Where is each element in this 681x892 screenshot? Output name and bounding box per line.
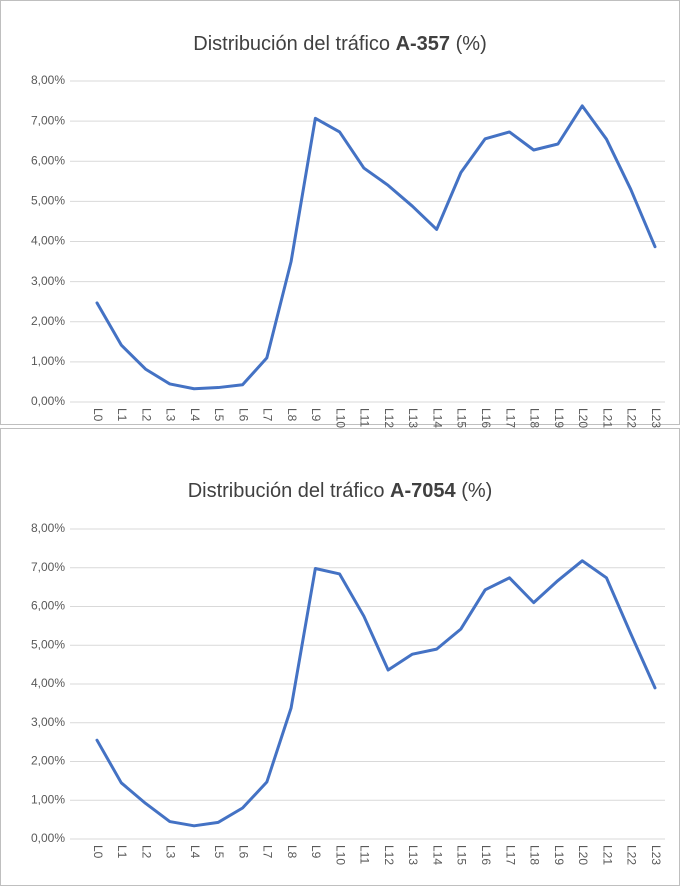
- x-tick-label: L7: [261, 408, 275, 422]
- x-tick-label: L3: [164, 408, 178, 422]
- x-tick-label: L11: [358, 845, 372, 864]
- y-tick-label: 0,00%: [31, 394, 65, 408]
- x-tick-label: L2: [139, 845, 153, 859]
- x-tick-label: L1: [115, 845, 129, 859]
- data-line: [95, 104, 657, 391]
- x-tick-label: L10: [333, 408, 347, 428]
- x-tick-label: L22: [625, 408, 639, 428]
- y-tick-label: 0,00%: [31, 831, 65, 845]
- x-tick-label: L12: [382, 408, 396, 428]
- x-tick-label: L14: [430, 408, 444, 428]
- title-highlight: A-357: [396, 33, 450, 55]
- y-tick-label: 6,00%: [31, 153, 65, 167]
- x-tick-label: L8: [285, 408, 299, 422]
- x-tick-label: L14: [430, 845, 444, 865]
- x-tick-label: L18: [528, 408, 542, 428]
- x-tick-label: L16: [479, 408, 493, 428]
- title-suffix: (%): [461, 480, 492, 502]
- x-tick-label: L9: [309, 845, 323, 859]
- x-tick-label: L17: [503, 408, 517, 428]
- y-tick-label: 1,00%: [31, 792, 65, 806]
- y-tick-label: 4,00%: [31, 676, 65, 690]
- y-tick-label: 1,00%: [31, 354, 65, 368]
- x-tick-label: L5: [212, 845, 226, 859]
- x-tick-label: L6: [236, 408, 250, 422]
- title-suffix: (%): [456, 33, 487, 55]
- x-tick-label: L1: [115, 408, 129, 422]
- x-tick-label: L13: [406, 845, 420, 865]
- y-tick-label: 2,00%: [31, 754, 65, 768]
- x-tick-label: L8: [285, 845, 299, 859]
- chart-title: Distribución del tráfico A-7054 (%): [188, 480, 493, 502]
- x-tick-label: L0: [91, 845, 105, 859]
- y-tick-label: 3,00%: [31, 715, 65, 729]
- title-highlight: A-7054: [390, 480, 456, 502]
- y-tick-label: 2,00%: [31, 314, 65, 328]
- x-tick-label: L7: [261, 845, 275, 859]
- x-tick-label: L20: [576, 845, 590, 865]
- x-tick-label: L5: [212, 408, 226, 422]
- x-tick-label: L4: [188, 408, 202, 422]
- y-tick-label: 6,00%: [31, 599, 65, 613]
- y-tick-label: 3,00%: [31, 274, 65, 288]
- x-tick-label: L3: [164, 845, 178, 859]
- y-tick-label: 8,00%: [31, 73, 65, 87]
- x-tick-label: L9: [309, 408, 323, 422]
- x-tick-label: L19: [552, 845, 566, 865]
- x-tick-label: L11: [358, 408, 372, 427]
- y-tick-label: 8,00%: [31, 521, 65, 535]
- y-tick-label: 5,00%: [31, 194, 65, 208]
- title-text: Distribución del tráfico: [193, 33, 390, 55]
- y-tick-label: 5,00%: [31, 637, 65, 651]
- data-line: [95, 559, 657, 828]
- x-tick-label: L23: [649, 408, 663, 428]
- x-tick-label: L2: [139, 408, 153, 422]
- title-text: Distribución del tráfico: [188, 480, 385, 502]
- y-tick-label: 4,00%: [31, 234, 65, 248]
- x-tick-label: L22: [625, 845, 639, 865]
- x-tick-label: L21: [600, 845, 614, 865]
- x-tick-label: L19: [552, 408, 566, 428]
- x-tick-label: L4: [188, 845, 202, 859]
- x-tick-label: L21: [600, 408, 614, 428]
- x-tick-label: L17: [503, 845, 517, 865]
- x-tick-label: L13: [406, 408, 420, 428]
- x-tick-label: L10: [333, 845, 347, 865]
- x-tick-label: L18: [528, 845, 542, 865]
- chart-frame: [0, 428, 680, 886]
- x-tick-label: L0: [91, 408, 105, 422]
- x-tick-label: L6: [236, 845, 250, 859]
- x-tick-label: L16: [479, 845, 493, 865]
- x-tick-label: L12: [382, 845, 396, 865]
- x-tick-label: L15: [455, 408, 469, 428]
- y-tick-label: 7,00%: [31, 113, 65, 127]
- x-tick-label: L23: [649, 845, 663, 865]
- y-tick-label: 7,00%: [31, 560, 65, 574]
- chart-frame: [0, 0, 680, 425]
- x-tick-label: L20: [576, 408, 590, 428]
- chart-title: Distribución del tráfico A-357 (%): [193, 33, 486, 55]
- x-tick-label: L15: [455, 845, 469, 865]
